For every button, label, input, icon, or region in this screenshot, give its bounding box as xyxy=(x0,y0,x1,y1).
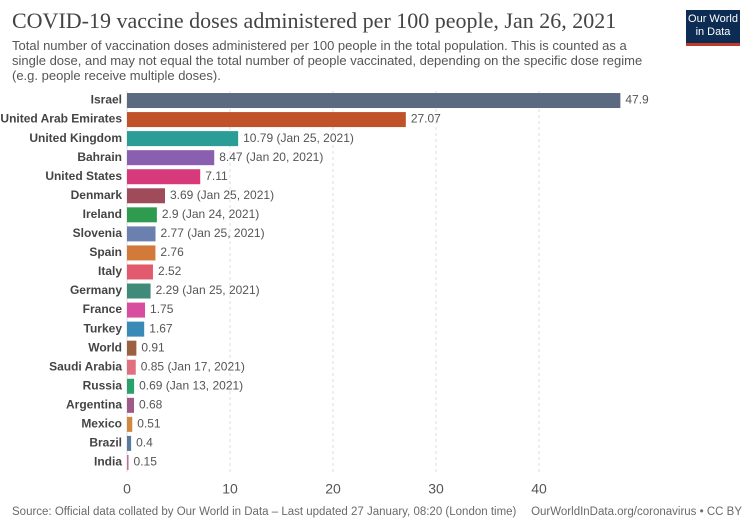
bar xyxy=(127,245,156,261)
y-tick-label: Israel xyxy=(91,93,122,107)
value-label: 2.52 xyxy=(158,264,182,278)
bar xyxy=(127,454,129,470)
y-tick-label: Spain xyxy=(89,245,122,259)
y-tick-label: Ireland xyxy=(83,207,122,221)
chart-title: COVID-19 vaccine doses administered per … xyxy=(12,8,617,33)
bar xyxy=(127,169,201,185)
x-tick-label: 30 xyxy=(428,481,444,497)
value-label: 1.67 xyxy=(149,321,173,335)
bar xyxy=(127,150,215,166)
y-tick-label: Saudi Arabia xyxy=(49,359,122,373)
value-label: 0.68 xyxy=(139,397,163,411)
credit[interactable]: OurWorldInData.org/coronavirus • CC BY xyxy=(531,506,742,518)
logo[interactable]: Our World in Data xyxy=(686,10,740,46)
bar xyxy=(127,207,157,223)
bar xyxy=(127,397,135,413)
y-tick-label: Denmark xyxy=(71,188,123,202)
y-tick-label: Argentina xyxy=(66,397,122,411)
value-label: 2.76 xyxy=(160,245,184,259)
y-tick-label: Turkey xyxy=(84,321,123,335)
y-tick-label: United States xyxy=(45,169,122,183)
value-label: 1.75 xyxy=(150,302,174,316)
value-label: 7.11 xyxy=(205,169,228,183)
bar xyxy=(127,378,135,394)
bar xyxy=(127,302,146,318)
x-tick-label: 0 xyxy=(123,481,131,497)
bar xyxy=(127,435,132,451)
value-label: 47.9 xyxy=(625,93,649,107)
x-tick-label: 20 xyxy=(325,481,341,497)
source-note: Source: Official data collated by Our Wo… xyxy=(12,506,517,518)
value-label: 0.4 xyxy=(136,436,153,450)
bar xyxy=(127,340,137,356)
bar xyxy=(127,283,151,299)
value-label: 27.07 xyxy=(411,112,441,126)
y-tick-label: Russia xyxy=(83,378,123,392)
value-label: 10.79 (Jan 25, 2021) xyxy=(243,131,354,145)
value-label: 0.69 (Jan 13, 2021) xyxy=(139,378,243,392)
bar xyxy=(127,416,133,432)
y-tick-label: United Kingdom xyxy=(29,131,122,145)
bar xyxy=(127,112,406,128)
y-tick-label: Bahrain xyxy=(77,150,122,164)
x-tick-label: 40 xyxy=(531,481,547,497)
bar xyxy=(127,131,239,147)
y-tick-label: France xyxy=(83,302,123,316)
bar xyxy=(127,264,153,280)
value-label: 3.69 (Jan 25, 2021) xyxy=(170,188,274,202)
value-label: 0.15 xyxy=(134,455,158,469)
bar xyxy=(127,359,136,375)
bar xyxy=(127,321,145,337)
chart-subtitle: Total number of vaccination doses admini… xyxy=(12,38,643,83)
y-tick-label: Germany xyxy=(70,283,122,297)
bar xyxy=(127,93,621,109)
y-tick-label: World xyxy=(88,340,122,354)
bar xyxy=(127,226,156,242)
x-tick-label: 10 xyxy=(222,481,238,497)
value-label: 0.85 (Jan 17, 2021) xyxy=(141,359,245,373)
y-tick-label: Slovenia xyxy=(73,226,123,240)
value-label: 0.91 xyxy=(141,340,165,354)
value-label: 0.51 xyxy=(137,417,161,431)
y-tick-label: Brazil xyxy=(89,436,122,450)
y-tick-label: Italy xyxy=(98,264,122,278)
y-tick-label: Mexico xyxy=(81,417,122,431)
bar xyxy=(127,188,166,204)
value-label: 2.29 (Jan 25, 2021) xyxy=(156,283,260,297)
value-label: 2.9 (Jan 24, 2021) xyxy=(162,207,259,221)
value-label: 8.47 (Jan 20, 2021) xyxy=(219,150,323,164)
value-label: 2.77 (Jan 25, 2021) xyxy=(161,226,265,240)
y-tick-label: India xyxy=(94,455,122,469)
y-tick-label: United Arab Emirates xyxy=(0,112,122,126)
